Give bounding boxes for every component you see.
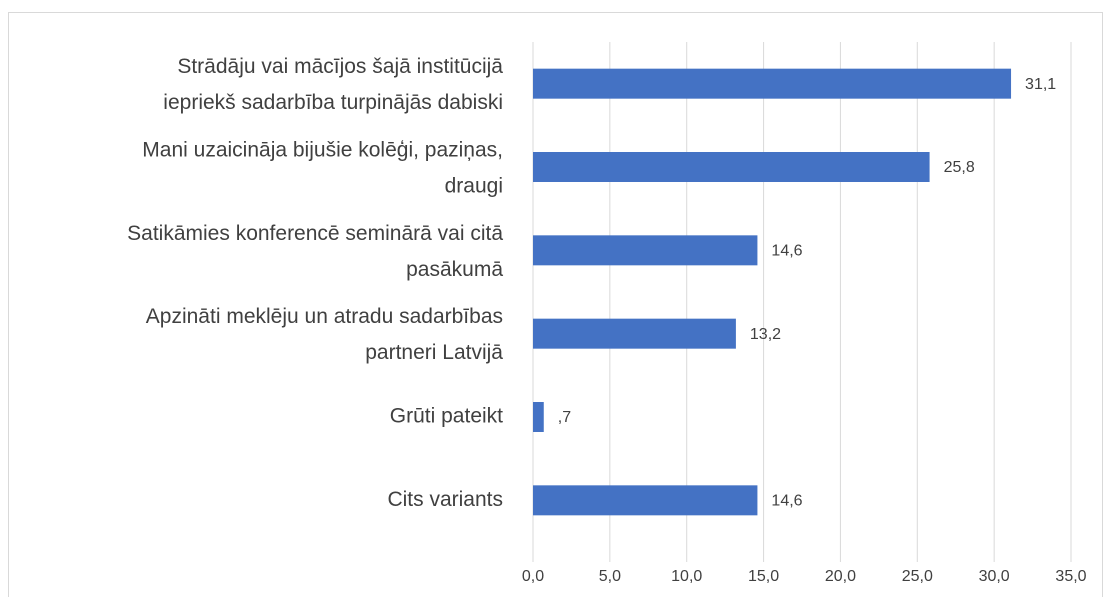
x-tick-label: 15,0 (748, 568, 779, 585)
x-tick-label: 10,0 (671, 568, 702, 585)
data-label: 25,8 (944, 159, 975, 176)
bar (533, 235, 758, 266)
y-tick-label: Mani uzaicināja bijušie kolēģi, paziņas, (142, 139, 503, 162)
x-tick-label: 35,0 (1055, 568, 1086, 585)
x-tick-label: 30,0 (979, 568, 1010, 585)
y-tick-label: iepriekš sadarbība turpinājās dabiski (163, 91, 503, 114)
x-tick-label: 0,0 (522, 568, 544, 585)
y-tick-label: partneri Latvijā (365, 341, 503, 364)
y-tick-label: Grūti pateikt (390, 405, 503, 428)
y-tick-label: pasākumā (406, 258, 503, 281)
y-tick-label: Satikāmies konferencē seminārā vai citā (127, 222, 503, 245)
bar (533, 485, 758, 516)
data-label: ,7 (558, 409, 571, 426)
y-tick-label: draugi (445, 175, 503, 198)
y-tick-label: Apzināti meklēju un atradu sadarbības (146, 305, 503, 328)
x-tick-label: 5,0 (599, 568, 621, 585)
bar (533, 318, 736, 349)
data-label: 14,6 (771, 493, 802, 510)
x-tick-label: 25,0 (902, 568, 933, 585)
bar (533, 68, 1012, 99)
y-tick-label: Cits variants (387, 488, 503, 511)
x-tick-label: 20,0 (825, 568, 856, 585)
data-label: 13,2 (750, 326, 781, 343)
data-label: 31,1 (1025, 76, 1056, 93)
bar (533, 152, 930, 182)
y-tick-label: Strādāju vai mācījos šajā institūcijā (177, 55, 503, 78)
bar (533, 402, 544, 432)
data-label: 14,6 (771, 243, 802, 260)
